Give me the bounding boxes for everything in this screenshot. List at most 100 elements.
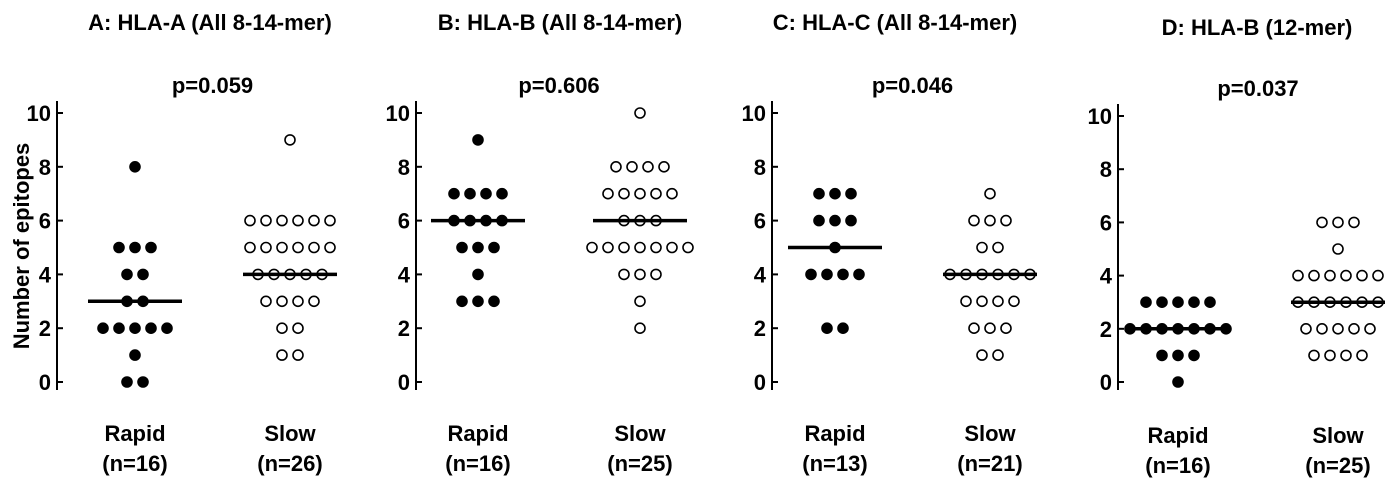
data-point-rapid <box>97 322 109 335</box>
data-point-slow <box>634 187 646 200</box>
panel-1: A: HLA-A (All 8-14-mer) p=0.059 0 2 4 6 8 10 Rap… <box>27 10 337 476</box>
data-point-slow <box>308 295 320 308</box>
group-n-label: (n=16) <box>102 451 167 476</box>
data-point-slow <box>1356 269 1368 282</box>
data-point-slow <box>1340 269 1352 282</box>
data-point-slow <box>276 295 288 308</box>
y-tick-label: 4 <box>398 262 411 287</box>
group-label: Rapid <box>104 421 165 446</box>
data-point-slow <box>1292 269 1304 282</box>
data-point-rapid <box>121 268 133 281</box>
data-point-rapid <box>805 268 817 281</box>
data-point-slow <box>960 295 972 308</box>
data-point-rapid <box>129 322 141 335</box>
data-point-slow <box>650 268 662 281</box>
data-point-slow <box>1340 349 1352 362</box>
data-point-slow <box>618 187 630 200</box>
data-point-rapid <box>456 295 468 308</box>
y-tick-label: 10 <box>742 101 766 126</box>
data-point-slow <box>1332 243 1344 255</box>
data-point-rapid <box>472 268 484 281</box>
data-point-slow <box>626 161 638 173</box>
data-point-slow <box>984 322 996 335</box>
data-point-slow <box>634 322 646 335</box>
data-point-slow <box>992 241 1004 254</box>
panel-title: D: HLA-B (12-mer) <box>1162 15 1353 40</box>
data-point-slow <box>610 161 622 173</box>
data-point-slow <box>634 107 646 119</box>
data-point-rapid <box>845 214 857 227</box>
data-point-slow <box>1324 269 1336 282</box>
data-point-slow <box>1324 349 1336 362</box>
panel-title: A: HLA-A (All 8-14-mer) <box>88 10 332 35</box>
y-tick-label: 6 <box>754 209 766 234</box>
panel-title: C: HLA-C (All 8-14-mer) <box>773 10 1017 35</box>
data-point-rapid <box>813 187 825 200</box>
y-tick-label: 4 <box>1100 264 1113 289</box>
data-point-rapid <box>845 187 857 200</box>
data-point-rapid <box>113 241 125 254</box>
y-tick-label: 2 <box>754 316 766 341</box>
data-point-rapid <box>1156 349 1168 362</box>
data-point-slow <box>308 214 320 227</box>
data-point-slow <box>992 295 1004 308</box>
data-point-rapid <box>129 161 141 173</box>
data-point-rapid <box>137 376 149 388</box>
data-point-slow <box>1348 216 1360 229</box>
data-point-slow <box>308 241 320 254</box>
data-point-slow <box>984 187 996 200</box>
data-point-slow <box>976 241 988 254</box>
y-tick-label: 0 <box>754 370 766 395</box>
data-point-slow <box>292 349 304 361</box>
data-point-slow <box>324 241 336 254</box>
data-point-rapid <box>837 322 849 335</box>
data-point-slow <box>284 134 296 146</box>
y-tick-label: 0 <box>1100 370 1112 395</box>
data-point-slow <box>276 214 288 227</box>
group-label: Slow <box>264 421 316 446</box>
y-tick-label: 4 <box>39 262 52 287</box>
data-point-slow <box>292 241 304 254</box>
data-point-slow <box>968 322 980 335</box>
y-tick-label: 8 <box>39 155 51 180</box>
data-point-slow <box>276 322 288 335</box>
panel-3: C: HLA-C (All 8-14-mer) p=0.046 0 2 4 6 8 10 Rap… <box>742 10 1037 476</box>
data-point-slow <box>602 241 614 254</box>
data-point-slow <box>968 214 980 227</box>
group-n-label: (n=21) <box>957 451 1022 476</box>
y-tick-label: 0 <box>39 370 51 395</box>
data-point-slow <box>276 241 288 254</box>
data-point-rapid <box>1140 296 1152 309</box>
data-point-slow <box>634 241 646 254</box>
data-point-slow <box>244 214 256 227</box>
data-point-rapid <box>488 295 500 308</box>
data-point-rapid <box>464 187 476 200</box>
group-label: Slow <box>1312 423 1364 448</box>
data-point-rapid <box>1188 349 1200 362</box>
data-point-slow <box>324 214 336 227</box>
y-tick-label: 2 <box>1100 317 1112 342</box>
y-tick-label: 8 <box>398 155 410 180</box>
data-point-rapid <box>821 322 833 335</box>
y-tick-label: 2 <box>39 316 51 341</box>
data-point-rapid <box>472 295 484 308</box>
data-point-rapid <box>129 349 141 361</box>
data-point-slow <box>976 295 988 308</box>
data-point-slow <box>634 295 646 308</box>
data-point-slow <box>1316 216 1328 229</box>
y-tick-label: 0 <box>398 370 410 395</box>
data-point-slow <box>1308 349 1320 362</box>
data-point-rapid <box>837 268 849 281</box>
p-value-annotation: p=0.046 <box>872 73 953 98</box>
data-point-slow <box>984 214 996 227</box>
data-point-slow <box>666 241 678 254</box>
data-point-rapid <box>496 187 508 200</box>
data-point-slow <box>1332 216 1344 229</box>
data-point-rapid <box>853 268 865 281</box>
data-point-slow <box>276 349 288 361</box>
data-point-slow <box>244 241 256 254</box>
y-tick-label: 6 <box>39 209 51 234</box>
data-point-rapid <box>1188 296 1200 309</box>
data-point-rapid <box>161 322 173 335</box>
group-n-label: (n=16) <box>1145 453 1210 478</box>
